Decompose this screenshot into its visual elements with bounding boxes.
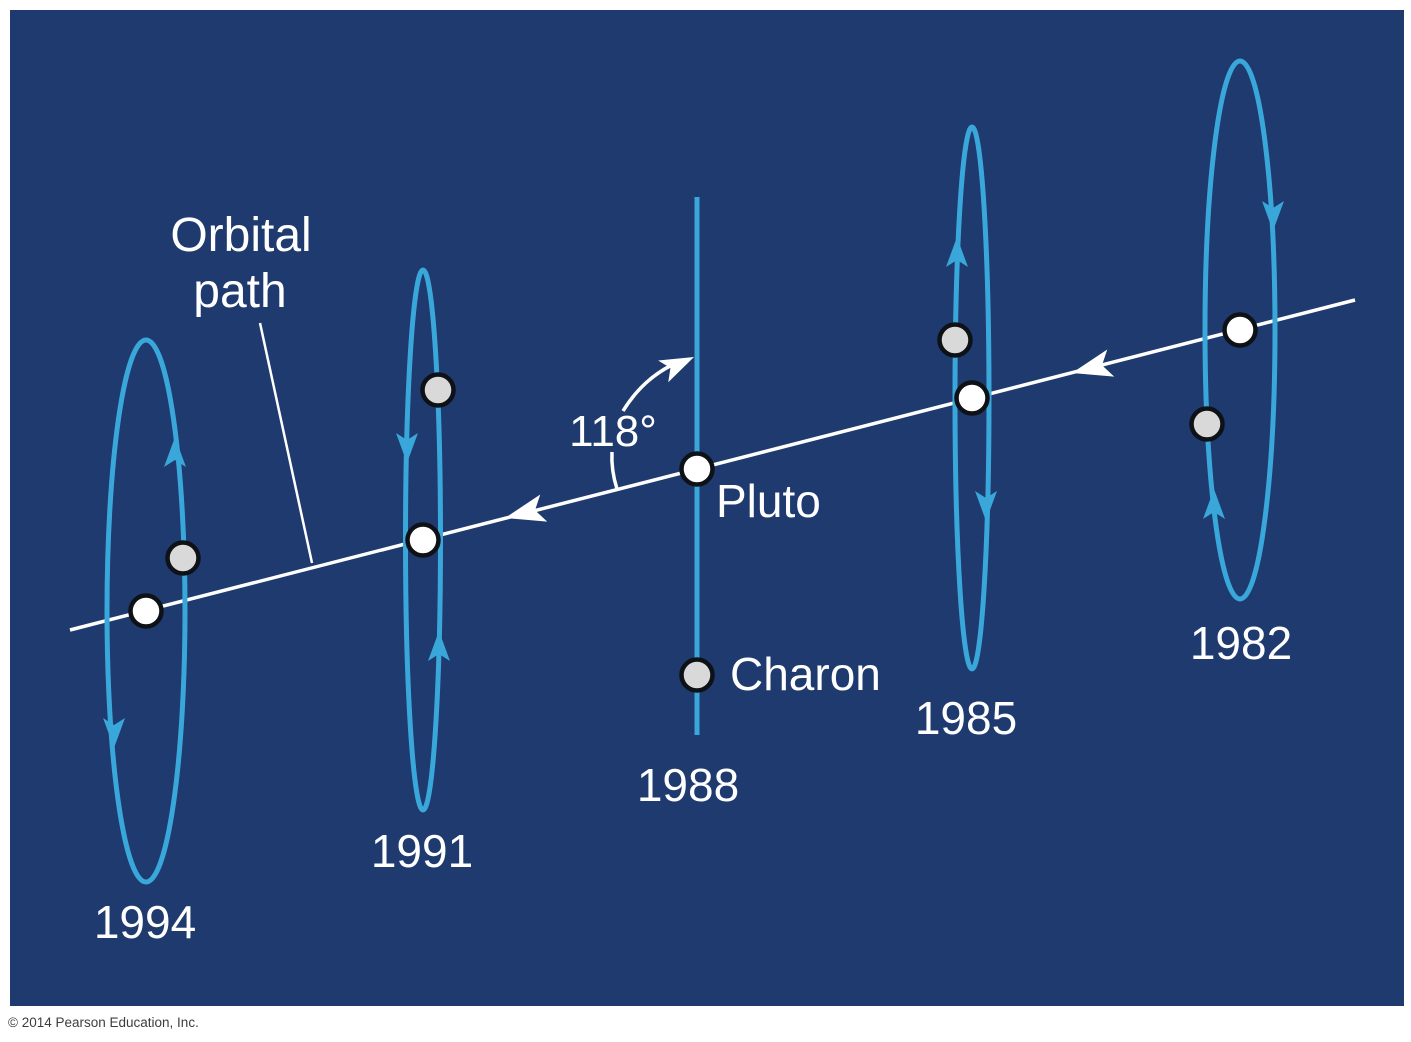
angle-arc-arrowhead-icon [658, 357, 694, 383]
year-label-1994: 1994 [94, 896, 196, 948]
orbit-direction-down-arrow-icon [1262, 201, 1284, 231]
copyright-text: © 2014 Pearson Education, Inc. [8, 1015, 199, 1030]
orbit-direction-down-arrow-icon [103, 718, 125, 748]
pluto-dot-1988 [679, 451, 715, 487]
year-label-1988: 1988 [637, 759, 739, 811]
orbital-path-leader-line [258, 322, 314, 564]
pluto-dot-1991 [405, 522, 441, 558]
charon-dot-1985 [937, 322, 973, 358]
orbit-direction-up-arrow-icon [1203, 489, 1225, 519]
charon-orbit-1994 [104, 337, 188, 885]
angle-label: 118° [569, 407, 657, 456]
orbit-direction-down-arrow-icon [975, 491, 997, 521]
charon-dot-1994 [165, 540, 201, 576]
orbital-path-direction-arrow-icon [505, 494, 548, 522]
pluto-label: Pluto [716, 475, 821, 527]
orbital-path-label-line2: path [193, 265, 286, 318]
angle-arc-curve [621, 363, 673, 412]
orbital-path-label-line1: Orbital [170, 209, 311, 262]
year-label-1985: 1985 [915, 692, 1017, 744]
orbit-direction-up-arrow-icon [428, 631, 450, 661]
charon-label: Charon [730, 648, 881, 700]
orbit-direction-up-arrow-icon [946, 237, 968, 267]
year-label-1982: 1982 [1190, 617, 1292, 669]
orbit-direction-down-arrow-icon [396, 433, 418, 463]
charon-dot-1982 [1189, 406, 1225, 442]
charon-dot-1988 [679, 657, 715, 693]
orbital-path-direction-arrow-icon [1072, 349, 1115, 377]
charon-orbit-1982 [1202, 58, 1278, 602]
angle-arc-tick [610, 451, 619, 490]
orbit-direction-up-arrow-icon [164, 437, 186, 467]
pluto-dot-1982 [1222, 312, 1258, 348]
charon-dot-1991 [420, 372, 456, 408]
pluto-dot-1985 [954, 380, 990, 416]
pluto-dot-1994 [128, 593, 164, 629]
year-label-1991: 1991 [371, 825, 473, 877]
figure-background [10, 10, 1404, 1006]
